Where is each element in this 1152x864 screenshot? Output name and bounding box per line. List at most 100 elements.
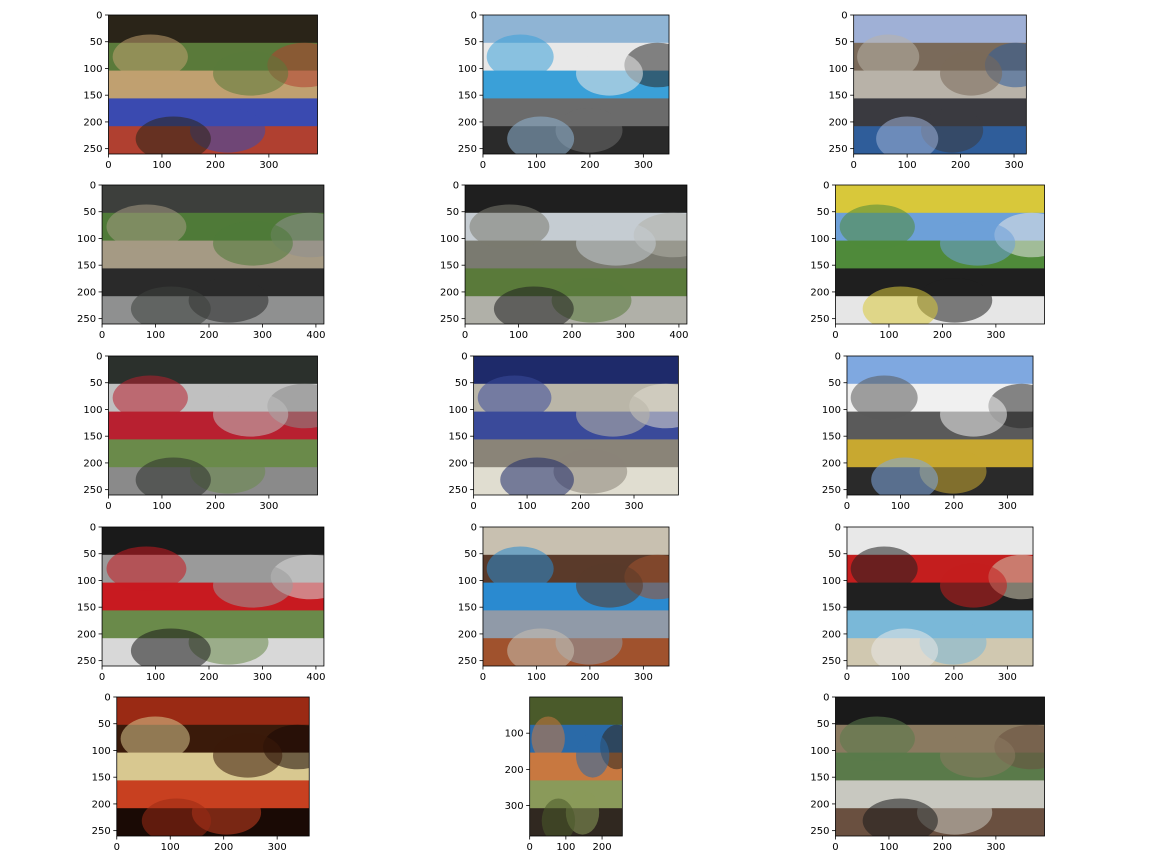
y-tick-label: 200 (810, 287, 829, 298)
image-detail (213, 733, 282, 777)
y-tick-label: 250 (77, 314, 96, 325)
y-tick-label: 200 (77, 629, 96, 640)
y-tick-label: 50 (83, 549, 96, 560)
subplot-image (835, 185, 1069, 331)
x-tick-label: 0 (844, 501, 850, 512)
x-tick-label: 0 (832, 842, 838, 853)
y-tick-label: 100 (458, 576, 477, 587)
y-tick-label: 100 (810, 234, 829, 245)
y-tick-label: 250 (449, 485, 468, 496)
x-tick-label: 100 (891, 672, 910, 683)
y-tick-label: 250 (458, 656, 477, 667)
x-tick-label: 200 (933, 842, 952, 853)
x-tick-label: 0 (462, 330, 468, 341)
x-tick-label: 300 (634, 672, 653, 683)
y-tick-label: 100 (83, 405, 102, 416)
y-tick-label: 50 (455, 378, 468, 389)
y-tick-label: 50 (98, 719, 111, 730)
x-tick-label: 200 (199, 672, 218, 683)
x-tick-label: 0 (99, 330, 105, 341)
y-tick-label: 100 (810, 746, 829, 757)
x-tick-label: 100 (879, 842, 898, 853)
x-tick-label: 0 (832, 330, 838, 341)
y-tick-label: 200 (505, 765, 524, 776)
image-detail (576, 733, 609, 777)
y-tick-label: 150 (449, 432, 468, 443)
y-tick-label: 250 (83, 144, 102, 155)
image-detail (840, 716, 915, 760)
y-tick-label: 50 (828, 378, 841, 389)
x-tick-label: 200 (933, 330, 952, 341)
x-tick-label: 200 (199, 330, 218, 341)
x-tick-label: 100 (146, 672, 165, 683)
y-tick-label: 0 (96, 352, 102, 363)
subplot-image (847, 527, 1055, 673)
image-detail (576, 392, 650, 436)
x-tick-label: 0 (844, 672, 850, 683)
x-tick-label: 300 (998, 501, 1017, 512)
y-tick-label: 50 (446, 207, 459, 218)
subplot-9: 0 100 200 300 0 50 100 150 200 250 (822, 352, 1055, 513)
x-tick-label: 0 (526, 842, 532, 853)
x-tick-label: 100 (152, 501, 171, 512)
image-detail (940, 51, 1002, 95)
image-detail (857, 34, 919, 78)
y-tick-label: 150 (458, 603, 477, 614)
y-tick-label: 100 (822, 405, 841, 416)
y-tick-label: 250 (822, 485, 841, 496)
y-tick-label: 100 (92, 746, 111, 757)
y-tick-label: 50 (90, 37, 103, 48)
x-tick-label: 100 (518, 501, 537, 512)
y-tick-label: 150 (829, 91, 848, 102)
subplot-image (108, 356, 342, 502)
image-detail (940, 733, 1015, 777)
y-tick-label: 150 (83, 91, 102, 102)
y-tick-label: 50 (90, 378, 103, 389)
y-tick-label: 250 (92, 826, 111, 837)
x-tick-label: 300 (1004, 160, 1023, 171)
subplot-3: 0 100 200 300 0 50 100 150 200 250 (829, 11, 1047, 172)
x-tick-label: 200 (951, 160, 970, 171)
image-detail (940, 221, 1015, 265)
x-tick-label: 100 (556, 842, 575, 853)
image-detail (470, 204, 550, 248)
y-tick-label: 50 (464, 37, 477, 48)
image-detail (121, 716, 190, 760)
y-tick-label: 150 (810, 773, 829, 784)
subplot-image (117, 697, 333, 843)
y-tick-label: 100 (83, 64, 102, 75)
x-tick-label: 0 (105, 501, 111, 512)
subplot-image (102, 527, 350, 673)
y-tick-label: 50 (817, 207, 830, 218)
y-tick-label: 100 (449, 405, 468, 416)
x-tick-label: 100 (879, 330, 898, 341)
x-tick-label: 300 (259, 501, 278, 512)
x-tick-label: 300 (624, 501, 643, 512)
y-tick-label: 0 (90, 523, 96, 534)
x-tick-label: 200 (562, 330, 581, 341)
y-tick-label: 200 (77, 287, 96, 298)
y-tick-label: 0 (823, 693, 829, 704)
y-tick-label: 50 (464, 549, 477, 560)
subplot-5: 0 100 200 300 400050100150200250 (440, 181, 714, 342)
y-tick-label: 200 (822, 629, 841, 640)
x-tick-label: 0 (114, 842, 120, 853)
subplot-image (530, 697, 634, 843)
y-tick-label: 200 (829, 117, 848, 128)
y-tick-label: 150 (440, 261, 459, 272)
image-detail (107, 546, 187, 590)
y-tick-label: 0 (96, 11, 102, 22)
image-detail (213, 51, 288, 95)
x-tick-label: 200 (206, 501, 225, 512)
y-tick-label: 0 (823, 181, 829, 192)
x-tick-label: 100 (146, 330, 165, 341)
y-tick-label: 100 (458, 64, 477, 75)
y-tick-label: 50 (817, 719, 830, 730)
x-tick-label: 200 (944, 672, 963, 683)
x-tick-label: 100 (509, 330, 528, 341)
y-tick-label: 250 (458, 144, 477, 155)
y-tick-label: 150 (77, 261, 96, 272)
x-tick-label: 400 (669, 330, 688, 341)
x-tick-label: 100 (527, 672, 546, 683)
